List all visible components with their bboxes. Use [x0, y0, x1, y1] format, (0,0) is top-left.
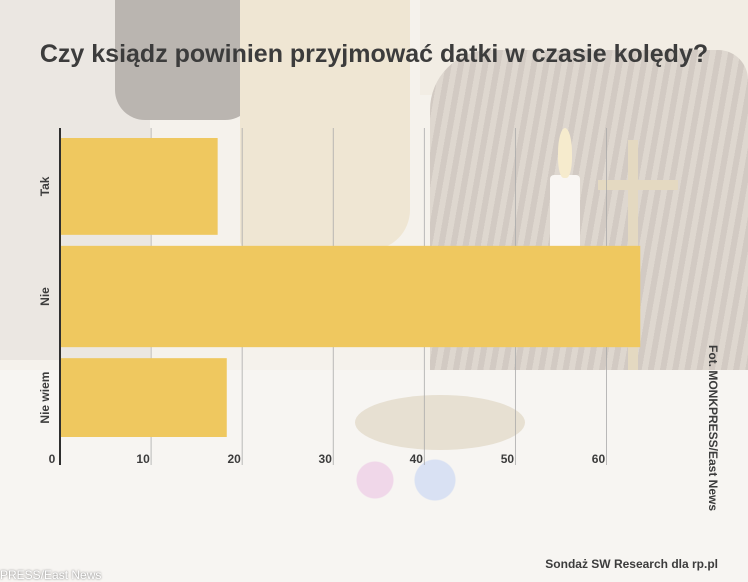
photo-credit: Fot. MONKPRESS/East News — [706, 345, 720, 512]
bar-nie — [61, 245, 641, 348]
category-label: Nie wiem — [38, 372, 52, 424]
chart-title: Czy ksiądz powinien przyjmować datki w c… — [39, 40, 709, 68]
x-tick-label: 0 — [49, 452, 56, 466]
category-label: Nie — [38, 287, 52, 306]
x-tick-label: 60 — [592, 452, 606, 466]
labels: 0 10 20 30 40 50 60 Tak Nie Nie wiem — [38, 176, 605, 466]
source-note: Sondaż SW Research dla rp.pl — [545, 557, 718, 571]
bar-tak — [61, 138, 218, 235]
x-tick-label: 30 — [319, 452, 333, 466]
bar-nie-wiem — [61, 358, 227, 437]
x-tick-label: 40 — [410, 452, 424, 466]
bars — [61, 138, 641, 437]
x-tick-label: 10 — [136, 452, 150, 466]
category-label: Tak — [38, 176, 52, 196]
photo-watermark: PRESS/East News — [0, 568, 102, 582]
x-tick-label: 20 — [227, 452, 241, 466]
x-tick-label: 50 — [501, 452, 515, 466]
